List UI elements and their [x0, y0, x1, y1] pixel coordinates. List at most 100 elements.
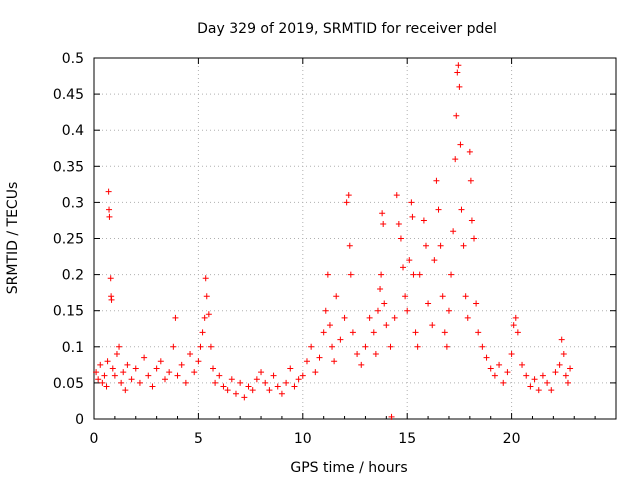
data-point: [458, 206, 465, 213]
data-point: [203, 293, 210, 300]
data-point: [548, 387, 555, 394]
data-point: [450, 228, 457, 235]
data-point: [101, 372, 108, 379]
data-point: [358, 361, 365, 368]
data-point: [420, 217, 427, 224]
data-point: [113, 351, 120, 358]
data-point: [103, 383, 110, 390]
data-point: [393, 192, 400, 199]
data-point: [258, 369, 265, 376]
data-point: [153, 365, 160, 372]
data-point: [109, 365, 116, 372]
data-point: [105, 188, 112, 195]
data-point: [466, 148, 473, 155]
data-point: [128, 376, 135, 383]
data-point: [429, 322, 436, 329]
y-axis-label: SRMTID / TECUs: [5, 182, 21, 295]
data-point: [132, 365, 139, 372]
data-point: [116, 343, 123, 350]
data-point: [95, 376, 102, 383]
data-point: [329, 343, 336, 350]
data-point: [448, 271, 455, 278]
data-point: [174, 372, 181, 379]
data-point: [535, 387, 542, 394]
data-point: [387, 343, 394, 350]
data-point: [210, 365, 217, 372]
y-tick-label: 0.2: [62, 268, 84, 284]
data-point: [558, 336, 565, 343]
data-point: [460, 242, 467, 249]
data-point: [245, 383, 252, 390]
data-point: [303, 358, 310, 365]
data-point: [308, 343, 315, 350]
data-point: [404, 307, 411, 314]
data-point: [145, 372, 152, 379]
y-tick-label: 0: [75, 412, 84, 428]
data-point: [539, 372, 546, 379]
data-point: [341, 314, 348, 321]
data-point: [362, 343, 369, 350]
data-point: [346, 242, 353, 249]
data-point: [262, 379, 269, 386]
data-point: [182, 379, 189, 386]
data-point: [237, 379, 244, 386]
data-point: [343, 199, 350, 206]
data-point: [564, 379, 571, 386]
data-point: [410, 271, 417, 278]
data-point: [120, 369, 127, 376]
y-tick-label: 0.5: [62, 51, 84, 67]
data-point: [197, 343, 204, 350]
data-point: [287, 365, 294, 372]
data-point: [456, 83, 463, 90]
data-point: [270, 372, 277, 379]
x-axis-label: GPS time / hours: [290, 460, 407, 476]
data-point: [166, 369, 173, 376]
data-point: [232, 390, 239, 397]
data-point: [274, 383, 281, 390]
data-point: [431, 257, 438, 264]
data-point: [93, 369, 100, 376]
data-point: [406, 257, 413, 264]
data-point: [512, 314, 519, 321]
data-point: [452, 156, 459, 163]
data-point: [161, 376, 168, 383]
data-point: [207, 343, 214, 350]
data-point: [397, 235, 404, 242]
data-point: [124, 361, 131, 368]
data-point: [560, 351, 567, 358]
data-point: [107, 275, 114, 282]
data-point: [299, 372, 306, 379]
data-point: [216, 372, 223, 379]
data-point: [354, 351, 361, 358]
data-point: [322, 307, 329, 314]
data-point: [383, 322, 390, 329]
data-point: [504, 369, 511, 376]
data-point: [467, 177, 474, 184]
y-tick-label: 0.25: [53, 232, 84, 248]
data-point: [106, 206, 113, 213]
data-point: [416, 271, 423, 278]
data-point: [483, 354, 490, 361]
data-point: [241, 394, 248, 401]
data-point: [283, 379, 290, 386]
data-point: [408, 199, 415, 206]
data-point: [157, 358, 164, 365]
data-point: [99, 379, 106, 386]
data-point: [500, 379, 507, 386]
data-point: [141, 354, 148, 361]
data-point: [253, 376, 260, 383]
data-point: [433, 177, 440, 184]
data-point: [409, 213, 416, 220]
data-point: [199, 329, 206, 336]
data-points: [93, 62, 574, 420]
data-point: [435, 206, 442, 213]
data-point: [437, 242, 444, 249]
data-point: [191, 369, 198, 376]
data-point: [366, 314, 373, 321]
data-point: [439, 293, 446, 300]
y-tick-label: 0.45: [53, 87, 84, 103]
data-point: [212, 379, 219, 386]
y-tick-label: 0.3: [62, 195, 84, 211]
data-point: [170, 343, 177, 350]
